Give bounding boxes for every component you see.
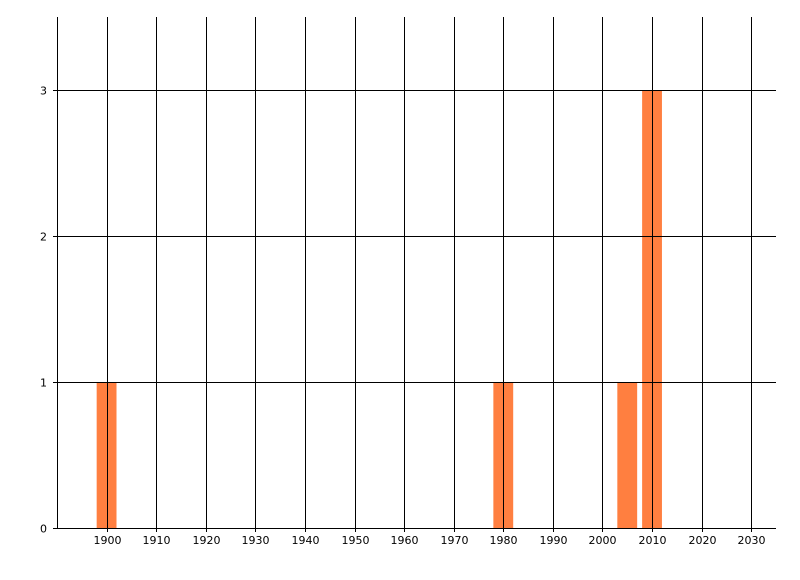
x-tick-label: 1900 bbox=[94, 534, 122, 547]
y-tick-label: 3 bbox=[40, 85, 47, 98]
y-tick-label: 2 bbox=[40, 231, 47, 244]
bar-2005 bbox=[617, 382, 638, 528]
x-tick-label: 1940 bbox=[292, 534, 320, 547]
y-tick-label: 1 bbox=[40, 377, 47, 390]
x-tick-label: 1930 bbox=[242, 534, 270, 547]
x-tick-label: 2030 bbox=[738, 534, 766, 547]
y-tick-label: 0 bbox=[40, 523, 47, 536]
x-tick-label: 1950 bbox=[342, 534, 370, 547]
bar-1900 bbox=[96, 382, 117, 528]
x-tick-label: 2010 bbox=[639, 534, 667, 547]
x-tick-label: 1990 bbox=[540, 534, 568, 547]
x-tick-label: 1970 bbox=[441, 534, 469, 547]
x-tick-label: 1960 bbox=[391, 534, 419, 547]
x-tick-label: 1980 bbox=[490, 534, 518, 547]
x-tick-label: 1920 bbox=[193, 534, 221, 547]
x-tick-label: 2020 bbox=[689, 534, 717, 547]
x-tick-label: 2000 bbox=[589, 534, 617, 547]
x-tick-label: 1910 bbox=[143, 534, 171, 547]
